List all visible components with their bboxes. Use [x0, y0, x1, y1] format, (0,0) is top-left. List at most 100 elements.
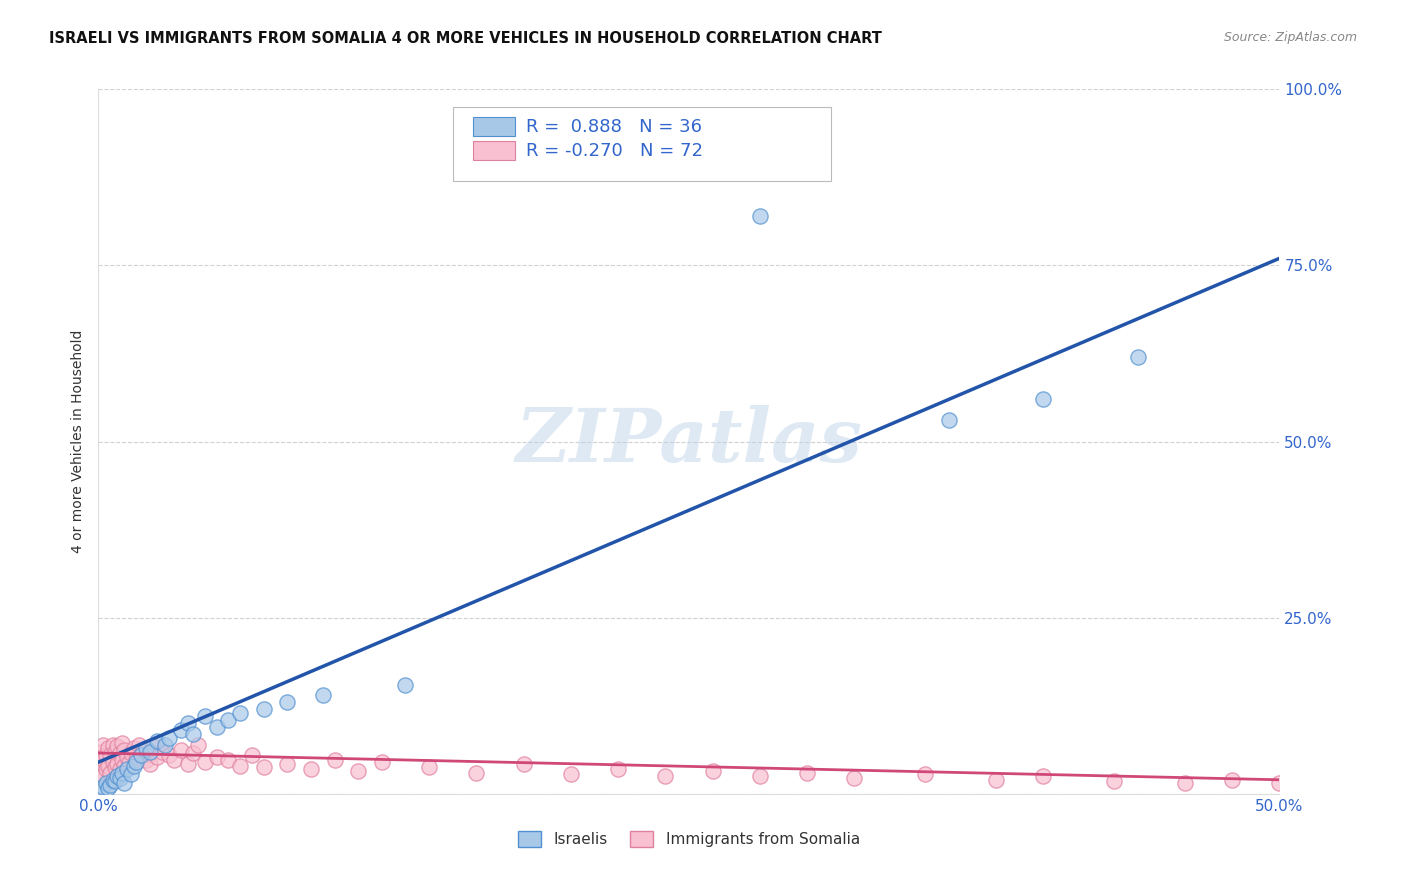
- Point: [146, 750, 169, 764]
- Point: [150, 745, 173, 759]
- Point: [121, 746, 143, 760]
- Point: [105, 769, 128, 783]
- Point: [108, 772, 131, 786]
- Point: [748, 769, 770, 783]
- Point: [187, 738, 209, 752]
- Point: [194, 755, 217, 769]
- Point: [91, 769, 114, 783]
- FancyBboxPatch shape: [472, 141, 516, 160]
- Point: [104, 760, 127, 774]
- Point: [299, 762, 322, 776]
- Point: [347, 764, 370, 779]
- Text: ZIPatlas: ZIPatlas: [516, 405, 862, 478]
- Point: [132, 743, 155, 757]
- Point: [108, 746, 131, 760]
- Point: [90, 745, 112, 759]
- Point: [1032, 769, 1054, 783]
- Point: [101, 738, 124, 752]
- Y-axis label: 4 or more Vehicles in Household: 4 or more Vehicles in Household: [72, 330, 86, 553]
- Point: [94, 762, 117, 776]
- Point: [984, 772, 1007, 787]
- Point: [112, 776, 135, 790]
- Point: [276, 695, 298, 709]
- Point: [323, 753, 346, 767]
- Point: [142, 739, 165, 753]
- Text: ISRAELI VS IMMIGRANTS FROM SOMALIA 4 OR MORE VEHICLES IN HOUSEHOLD CORRELATION C: ISRAELI VS IMMIGRANTS FROM SOMALIA 4 OR …: [49, 31, 882, 46]
- Point: [512, 757, 534, 772]
- FancyBboxPatch shape: [453, 107, 831, 181]
- Point: [312, 688, 335, 702]
- Point: [938, 413, 960, 427]
- Point: [371, 755, 394, 769]
- Point: [205, 750, 228, 764]
- Point: [135, 753, 157, 767]
- Point: [157, 748, 180, 763]
- Point: [91, 751, 114, 765]
- Point: [118, 756, 141, 770]
- Point: [104, 745, 127, 759]
- Text: Source: ZipAtlas.com: Source: ZipAtlas.com: [1223, 31, 1357, 45]
- Point: [104, 774, 127, 789]
- Point: [181, 746, 204, 760]
- Point: [157, 731, 180, 745]
- Point: [177, 757, 200, 772]
- Point: [1220, 772, 1243, 787]
- Point: [276, 757, 298, 772]
- Point: [418, 760, 440, 774]
- Point: [98, 779, 121, 793]
- Point: [112, 758, 135, 772]
- Point: [394, 678, 416, 692]
- Point: [465, 765, 488, 780]
- Point: [91, 738, 114, 752]
- Point: [125, 751, 148, 765]
- Point: [105, 739, 128, 753]
- Point: [135, 741, 157, 756]
- Point: [796, 765, 818, 780]
- Point: [94, 748, 117, 763]
- Point: [97, 741, 120, 756]
- Point: [844, 772, 866, 786]
- Point: [128, 738, 150, 752]
- Point: [1268, 776, 1291, 790]
- Point: [139, 745, 162, 759]
- Point: [217, 753, 239, 767]
- Point: [91, 780, 114, 794]
- Point: [1126, 350, 1149, 364]
- Text: R =  0.888   N = 36: R = 0.888 N = 36: [526, 118, 702, 136]
- Point: [129, 748, 152, 763]
- Point: [1102, 774, 1125, 789]
- Point: [163, 753, 186, 767]
- Point: [122, 741, 145, 756]
- Point: [229, 758, 252, 772]
- Point: [1174, 776, 1197, 790]
- Point: [748, 209, 770, 223]
- Point: [111, 736, 134, 750]
- Point: [1032, 392, 1054, 407]
- Point: [98, 748, 121, 763]
- Point: [97, 758, 120, 772]
- Point: [111, 753, 134, 767]
- Point: [560, 767, 582, 781]
- Text: R = -0.270   N = 72: R = -0.270 N = 72: [526, 142, 703, 160]
- Point: [170, 723, 193, 738]
- Point: [125, 755, 148, 769]
- Point: [94, 776, 117, 790]
- Point: [217, 713, 239, 727]
- Point: [121, 767, 143, 781]
- Point: [205, 720, 228, 734]
- Point: [170, 743, 193, 757]
- Point: [112, 743, 135, 757]
- Point: [90, 783, 112, 797]
- Point: [115, 762, 138, 776]
- Point: [97, 781, 120, 796]
- Point: [914, 767, 936, 781]
- Point: [181, 727, 204, 741]
- Point: [111, 765, 134, 780]
- Point: [229, 706, 252, 720]
- Point: [108, 762, 131, 776]
- Point: [654, 769, 676, 783]
- Point: [101, 772, 124, 787]
- FancyBboxPatch shape: [472, 118, 516, 136]
- Point: [240, 748, 263, 763]
- Point: [122, 758, 145, 772]
